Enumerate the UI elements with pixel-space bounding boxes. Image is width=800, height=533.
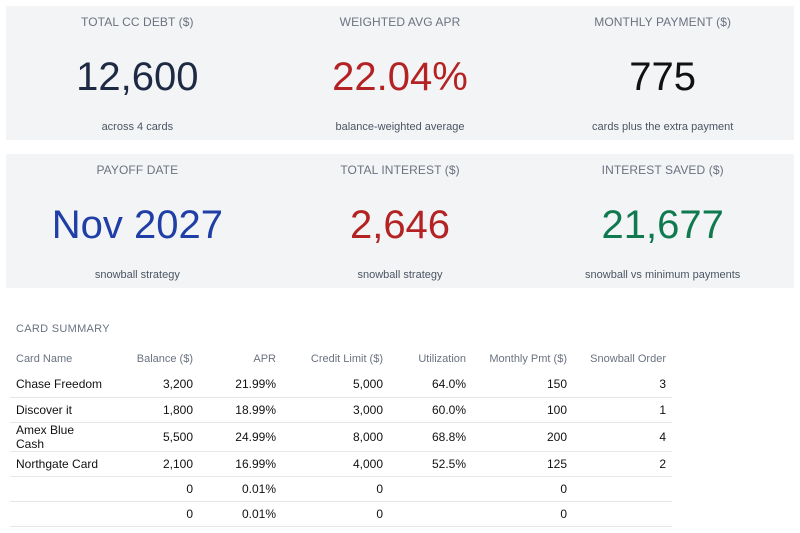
kpi-subtitle: balance-weighted average: [335, 121, 465, 133]
kpi-subtitle: snowball vs minimum payments: [585, 269, 741, 281]
card-summary-title: CARD SUMMARY: [16, 323, 110, 335]
apr-cell: 24.99%: [199, 422, 282, 452]
kpi-label: WEIGHTED AVG APR: [339, 15, 461, 29]
kpi-value: 12,600: [76, 55, 199, 99]
credit-limit-cell: 8,000: [282, 422, 389, 452]
kpi-label: MONTHLY PAYMENT ($): [594, 15, 732, 29]
balance-cell: 0: [110, 501, 199, 527]
monthly-pmt-cell: 100: [472, 397, 573, 423]
column-header-card-name: Card Name: [16, 353, 73, 365]
card-summary-table: Card Name Balance ($) APR Credit Limit (…: [10, 346, 672, 527]
monthly-pmt-cell: 125: [472, 451, 573, 477]
utilization-cell: 64.0%: [389, 372, 472, 398]
card-name-cell: Amex Blue Cash: [10, 422, 110, 452]
snowball-order-cell: 4: [573, 422, 672, 452]
kpi-value: 22.04%: [332, 55, 468, 99]
kpi-payoff-date: PAYOFF DATE Nov 2027 snowball strategy: [6, 154, 269, 288]
kpi-weighted-avg-apr: WEIGHTED AVG APR 22.04% balance-weighted…: [269, 6, 532, 140]
column-header-balance: Balance ($): [136, 353, 193, 365]
monthly-pmt-cell: 150: [472, 372, 573, 398]
balance-cell: 5,500: [110, 422, 199, 452]
kpi-subtitle: cards plus the extra payment: [592, 121, 734, 133]
balance-cell: 3,200: [110, 372, 199, 398]
apr-cell: 16.99%: [199, 451, 282, 477]
utilization-cell: 60.0%: [389, 397, 472, 423]
kpi-label: TOTAL INTEREST ($): [340, 163, 460, 177]
kpi-subtitle: across 4 cards: [101, 121, 174, 133]
snowball-order-cell: 2: [573, 451, 672, 477]
kpi-interest-saved: INTEREST SAVED ($) 21,677 snowball vs mi…: [531, 154, 794, 288]
balance-cell: 1,800: [110, 397, 199, 423]
kpi-row-summary: TOTAL CC DEBT ($) 12,600 across 4 cards …: [6, 6, 794, 140]
kpi-label: PAYOFF DATE: [96, 163, 179, 177]
table-body: Chase Freedom 3,200 21.99% 5,000 64.0% 150 3 Di…: [10, 372, 672, 527]
kpi-value: 2,646: [349, 203, 451, 247]
kpi-label: INTEREST SAVED ($): [601, 163, 724, 177]
kpi-row-strategy: PAYOFF DATE Nov 2027 snowball strategy T…: [6, 154, 794, 288]
card-name-cell: [10, 476, 110, 502]
card-name-cell: [10, 501, 110, 527]
apr-cell: 0.01%: [199, 501, 282, 527]
balance-cell: 2,100: [110, 451, 199, 477]
utilization-cell: [389, 501, 472, 527]
card-name-cell: Chase Freedom: [10, 372, 110, 398]
utilization-cell: 52.5%: [389, 451, 472, 477]
credit-limit-cell: 4,000: [282, 451, 389, 477]
kpi-subtitle: snowball strategy: [94, 269, 180, 281]
kpi-value: 21,677: [601, 203, 724, 247]
column-header-snowball-order: Snowball Order: [590, 353, 666, 365]
utilization-cell: 68.8%: [389, 422, 472, 452]
monthly-pmt-cell: 200: [472, 422, 573, 452]
monthly-pmt-cell: 0: [472, 501, 573, 527]
table-row: Discover it 1,800 18.99% 3,000 60.0% 100 1: [10, 397, 672, 423]
table-row: 0 0.01% 0 0: [10, 501, 672, 527]
column-header-monthly-pmt: Monthly Pmt ($): [489, 353, 567, 365]
card-name-cell: Discover it: [10, 397, 110, 423]
kpi-label: TOTAL CC DEBT ($): [81, 15, 194, 29]
utilization-cell: [389, 476, 472, 502]
table-row: Northgate Card 2,100 16.99% 4,000 52.5% 125 2: [10, 451, 672, 477]
monthly-pmt-cell: 0: [472, 476, 573, 502]
kpi-monthly-payment: MONTHLY PAYMENT ($) 775 cards plus the e…: [531, 6, 794, 140]
table-header-row: Card Name Balance ($) APR Credit Limit (…: [10, 346, 672, 372]
kpi-value: 775: [629, 55, 697, 99]
credit-limit-cell: 5,000: [282, 372, 389, 398]
snowball-order-cell: 1: [573, 397, 672, 423]
snowball-order-cell: 3: [573, 372, 672, 398]
kpi-total-cc-debt: TOTAL CC DEBT ($) 12,600 across 4 cards: [6, 6, 269, 140]
apr-cell: 18.99%: [199, 397, 282, 423]
apr-cell: 21.99%: [199, 372, 282, 398]
column-header-credit-limit: Credit Limit ($): [310, 353, 383, 365]
kpi-value: Nov 2027: [51, 203, 223, 247]
snowball-order-cell: [573, 501, 672, 527]
apr-cell: 0.01%: [199, 476, 282, 502]
snowball-order-cell: [573, 476, 672, 502]
balance-cell: 0: [110, 476, 199, 502]
kpi-total-interest: TOTAL INTEREST ($) 2,646 snowball strate…: [269, 154, 532, 288]
table-row: 0 0.01% 0 0: [10, 476, 672, 502]
kpi-subtitle: snowball strategy: [357, 269, 443, 281]
credit-limit-cell: 0: [282, 501, 389, 527]
table-row: Chase Freedom 3,200 21.99% 5,000 64.0% 150 3: [10, 372, 672, 398]
credit-limit-cell: 3,000: [282, 397, 389, 423]
credit-limit-cell: 0: [282, 476, 389, 502]
column-header-utilization: Utilization: [418, 353, 466, 365]
card-name-cell: Northgate Card: [10, 451, 110, 477]
table-row: Amex Blue Cash 5,500 24.99% 8,000 68.8% 200 4: [10, 422, 672, 452]
column-header-apr: APR: [253, 353, 276, 365]
